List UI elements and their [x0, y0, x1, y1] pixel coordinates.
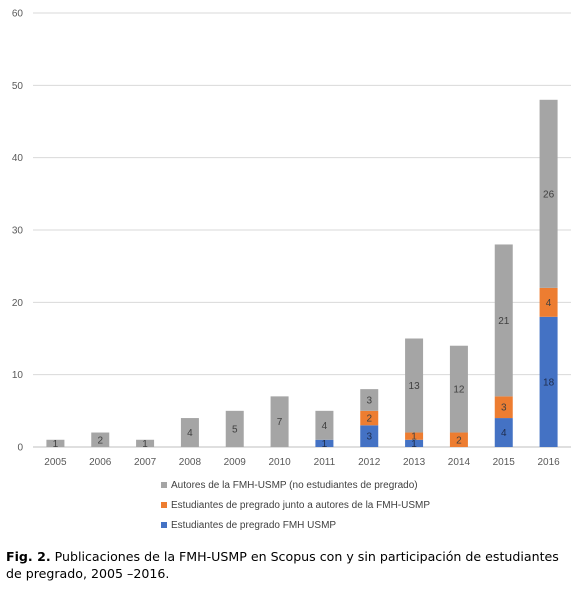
bar-segment [449, 432, 468, 447]
x-tick-label: 2016 [537, 457, 560, 468]
data-label: 13 [409, 381, 421, 392]
data-label: 3 [366, 432, 372, 443]
data-label: 1 [322, 439, 328, 450]
x-tick-label: 2007 [134, 457, 157, 468]
x-tick-label: 2005 [44, 457, 67, 468]
bar-segment [539, 287, 558, 317]
data-label: 4 [187, 428, 193, 439]
x-tick-label: 2015 [493, 457, 516, 468]
data-label: 18 [543, 377, 555, 388]
data-label: 4 [501, 428, 507, 439]
data-label: 7 [277, 417, 283, 428]
x-axis: 2005 2006 2007 2008 2009 2010 2011 2012 2013 2014… [44, 457, 560, 468]
bar-segment [449, 345, 468, 433]
bar-segment [360, 389, 379, 411]
bar-segment [405, 439, 424, 447]
bar-segment [405, 338, 424, 433]
y-tick-label: 20 [12, 298, 24, 309]
legend: Autores de la FMH-USMP (no estudiantes d… [161, 480, 430, 531]
x-tick-label: 2009 [224, 457, 247, 468]
data-label: 2 [456, 435, 462, 446]
bar-segment [270, 396, 289, 447]
data-label: 1 [53, 439, 59, 450]
data-label: 2 [366, 414, 372, 425]
caption-text: Publicaciones de la FMH-USMP en Scopus c… [6, 549, 559, 581]
bar-segment [360, 410, 379, 426]
bar-segment [494, 418, 513, 447]
bar-segment [136, 439, 155, 447]
y-tick-label: 60 [12, 9, 24, 20]
data-label: 4 [322, 421, 328, 432]
bar-segment [46, 439, 65, 447]
bar-segment [494, 396, 513, 419]
y-tick-label: 0 [17, 443, 23, 454]
y-axis: 0 10 20 30 40 50 60 [12, 9, 24, 454]
x-tick-label: 2008 [179, 457, 202, 468]
gridlines [33, 12, 571, 448]
y-tick-label: 50 [12, 81, 24, 92]
caption-label: Fig. 2. [6, 549, 51, 564]
bar-segment [494, 244, 513, 397]
bar-segment [315, 439, 334, 447]
data-label: 2 [97, 435, 103, 446]
x-tick-label: 2010 [268, 457, 291, 468]
data-label: 4 [546, 298, 552, 309]
x-tick-label: 2006 [89, 457, 112, 468]
bar-segment [225, 410, 244, 447]
legend-entry: Estudiantes de pregrado junto a autores … [171, 500, 430, 511]
y-tick-label: 40 [12, 153, 24, 164]
bar-segment [360, 425, 379, 447]
data-label: 26 [543, 189, 555, 200]
figure-caption: Fig. 2. Publicaciones de la FMH-USMP en … [6, 548, 576, 582]
bar-segment [180, 418, 199, 447]
bar-segment [91, 432, 110, 447]
x-tick-label: 2014 [448, 457, 471, 468]
data-label: 3 [501, 403, 507, 414]
legend-entry: Estudiantes de pregrado FMH USMP [171, 520, 336, 531]
data-label: 1 [411, 439, 417, 450]
x-tick-label: 2013 [403, 457, 426, 468]
legend-swatch [161, 522, 167, 528]
legend-swatch [161, 502, 167, 508]
x-tick-label: 2011 [314, 457, 336, 468]
y-tick-label: 10 [12, 370, 24, 381]
x-tick-label: 2012 [358, 457, 381, 468]
bar-segment [405, 432, 424, 440]
bar-segment [315, 410, 334, 440]
bar-segment [539, 316, 558, 447]
legend-swatch [161, 482, 167, 488]
bar-segment [539, 99, 558, 288]
data-label: 21 [498, 316, 510, 327]
y-tick-label: 30 [12, 226, 24, 237]
data-label: 12 [453, 385, 465, 396]
data-label: 3 [366, 395, 372, 406]
data-label: 1 [411, 432, 417, 443]
data-label: 1 [142, 439, 148, 450]
data-label: 5 [232, 424, 238, 435]
legend-entry: Autores de la FMH-USMP (no estudiantes d… [171, 480, 418, 491]
